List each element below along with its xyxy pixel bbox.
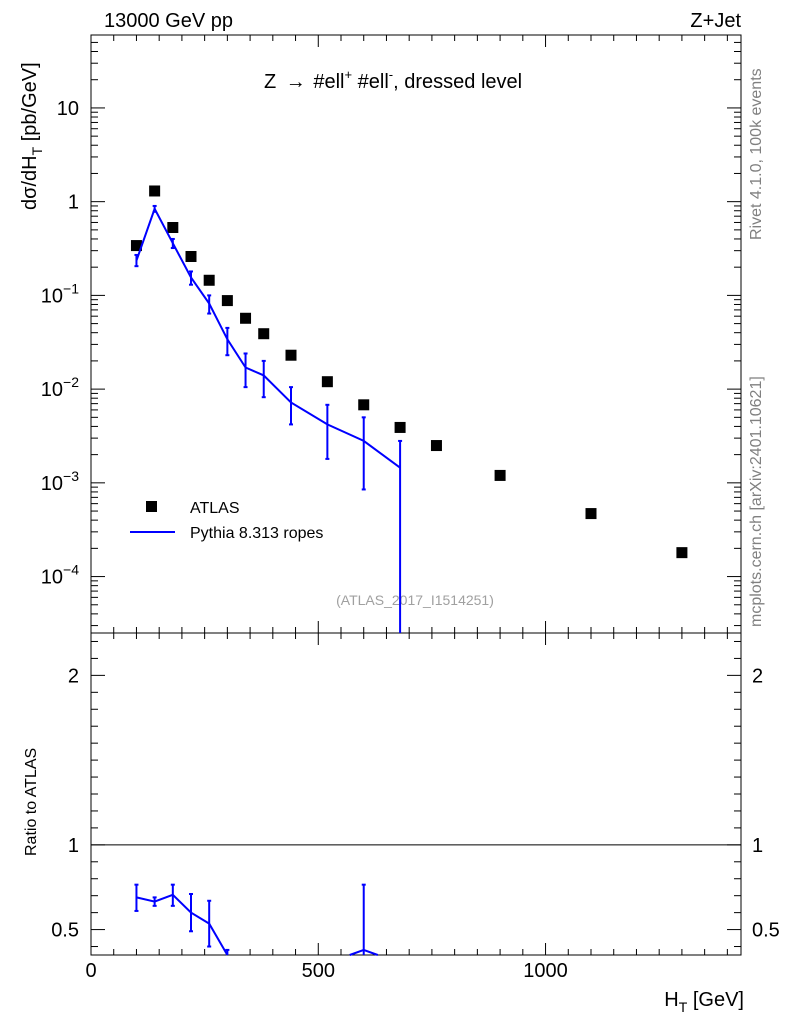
atlas-data-point xyxy=(358,399,370,411)
x-tick-label: 500 xyxy=(302,960,335,982)
y-tick-label: 10−2 xyxy=(41,374,79,401)
atlas-data-point xyxy=(676,547,688,559)
analysis-watermark: (ATLAS_2017_I1514251) xyxy=(336,592,494,608)
legend-atlas-label: ATLAS xyxy=(190,500,240,517)
atlas-data-point xyxy=(394,421,406,433)
header-left: 13000 GeV pp xyxy=(104,10,233,32)
main-axis-ticks: 10 1 10−1 10−2 10−3 10−4 xyxy=(41,34,741,633)
atlas-data-point xyxy=(203,274,215,286)
y-axis-label: dσ/dHT [pb/GeV] xyxy=(19,62,45,210)
atlas-data-point xyxy=(185,250,197,262)
plot-title: Z → #ell+ #ell-, dressed level xyxy=(264,67,522,93)
legend-atlas-marker xyxy=(146,501,157,512)
ratio-data xyxy=(134,883,379,956)
atlas-data-point xyxy=(494,469,506,481)
ratio-y-tick-label-right: 1 xyxy=(752,835,763,857)
atlas-data-point xyxy=(585,508,597,520)
ratio-plot-frame xyxy=(90,632,742,956)
rivet-label: Rivet 4.1.0, 100k events xyxy=(748,68,765,240)
y-tick-label: 10−4 xyxy=(41,562,79,589)
x-tick-label: 1000 xyxy=(523,960,568,982)
y-tick-label: 10−1 xyxy=(41,280,79,307)
ratio-pythia-line xyxy=(136,893,229,956)
atlas-data-point xyxy=(221,295,233,307)
legend-pythia-label: Pythia 8.313 ropes xyxy=(190,525,323,542)
atlas-data-point xyxy=(149,185,161,197)
atlas-data-point xyxy=(430,440,442,452)
atlas-data-point xyxy=(258,328,270,340)
ratio-y-tick-label: 2 xyxy=(68,665,79,687)
ratio-y-tick-label-right: 2 xyxy=(752,665,763,687)
pythia-line xyxy=(135,206,401,469)
mcplots-label: mcplots.cern.ch [arXiv:2401.10621] xyxy=(748,376,765,627)
x-tick-label: 0 xyxy=(85,960,96,982)
ratio-y-tick-label-right: 0.5 xyxy=(752,920,780,942)
main-data xyxy=(130,185,688,633)
atlas-data-point xyxy=(240,312,252,324)
ratio-y-tick-label: 1 xyxy=(68,835,79,857)
ratio-axis-ticks: 0 500 1000 0.5 0.5 1 1 2 2 xyxy=(51,633,780,982)
legend: ATLAS Pythia 8.313 ropes xyxy=(130,500,323,542)
y-tick-label: 10−3 xyxy=(41,468,79,495)
x-axis-label: HT [GeV] xyxy=(664,989,744,1015)
header-right: Z+Jet xyxy=(690,10,741,32)
atlas-data-point xyxy=(130,240,142,252)
atlas-data-point xyxy=(285,349,297,361)
y-tick-label: 1 xyxy=(68,192,79,214)
ratio-y-axis-label: Ratio to ATLAS xyxy=(23,748,40,856)
atlas-data-point xyxy=(321,376,333,388)
main-plot-frame xyxy=(90,34,742,634)
atlas-data-point xyxy=(167,222,179,234)
ratio-y-tick-label: 0.5 xyxy=(51,920,79,942)
y-tick-label: 10 xyxy=(57,98,79,120)
